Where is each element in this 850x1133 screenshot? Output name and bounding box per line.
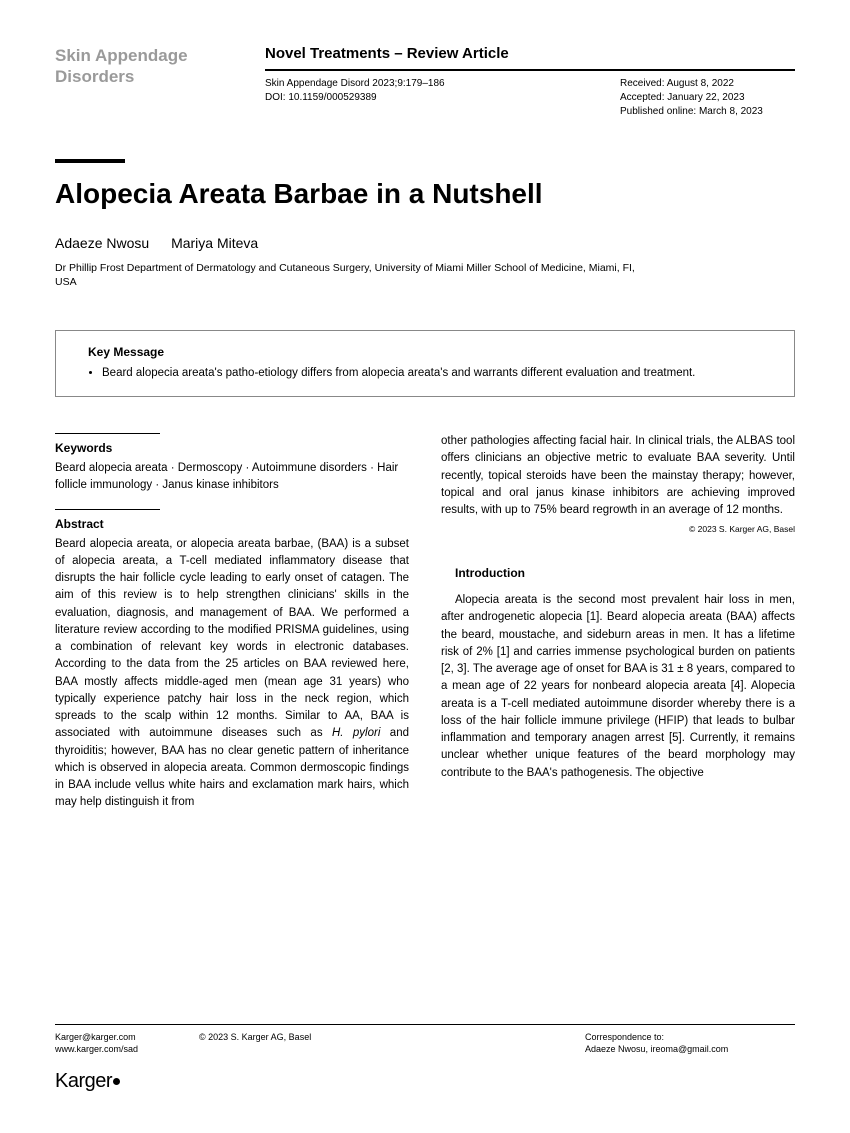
author-1: Adaeze Nwosu <box>55 235 149 251</box>
dates-block: Received: August 8, 2022 Accepted: Janua… <box>620 77 795 119</box>
title-accent-rule <box>55 159 125 163</box>
key-message-box: Key Message Beard alopecia areata's path… <box>55 330 795 397</box>
authors: Adaeze Nwosu Mariya Miteva <box>55 235 795 251</box>
footer-right: Correspondence to: Adaeze Nwosu, ireoma@… <box>585 1031 795 1056</box>
meta-row: Skin Appendage Disord 2023;9:179–186 DOI… <box>265 77 795 119</box>
footer-url: www.karger.com/sad <box>55 1043 175 1056</box>
header: Skin Appendage Disorders Novel Treatment… <box>55 45 795 119</box>
journal-name: Skin Appendage Disorders <box>55 45 230 88</box>
copyright-inline: © 2023 S. Karger AG, Basel <box>441 523 795 536</box>
article-title: Alopecia Areata Barbae in a Nutshell <box>55 177 795 211</box>
italic-term: H. pylori <box>332 727 380 739</box>
introduction-text: Alopecia areata is the second most preva… <box>441 592 795 782</box>
date-published: Published online: March 8, 2023 <box>620 105 795 119</box>
header-right: Novel Treatments – Review Article Skin A… <box>265 45 795 119</box>
key-message-list: Beard alopecia areata's patho-etiology d… <box>88 365 772 382</box>
date-received: Received: August 8, 2022 <box>620 77 795 91</box>
keywords-rule <box>55 433 160 434</box>
abstract-heading: Abstract <box>55 515 409 533</box>
column-right: other pathologies affecting facial hair.… <box>441 433 795 1006</box>
footer-left: Karger@karger.com www.karger.com/sad <box>55 1031 175 1056</box>
citation: Skin Appendage Disord 2023;9:179–186 <box>265 77 620 91</box>
key-message-item: Beard alopecia areata's patho-etiology d… <box>102 365 772 382</box>
footer-rule <box>55 1024 795 1025</box>
footer-copyright: © 2023 S. Karger AG, Basel <box>199 1031 561 1044</box>
citation-block: Skin Appendage Disord 2023;9:179–186 DOI… <box>265 77 620 119</box>
keywords-text: Beard alopecia areata · Dermoscopy · Aut… <box>55 460 409 495</box>
date-accepted: Accepted: January 22, 2023 <box>620 91 795 105</box>
article-type: Novel Treatments – Review Article <box>265 45 795 62</box>
introduction-heading: Introduction <box>455 564 795 582</box>
abstract-rule <box>55 509 160 510</box>
doi: DOI: 10.1159/000529389 <box>265 91 620 105</box>
correspondence-label: Correspondence to: <box>585 1031 795 1044</box>
correspondence-name: Adaeze Nwosu, ireoma@gmail.com <box>585 1043 795 1056</box>
publisher-logo: Karger <box>55 1070 795 1093</box>
header-rule <box>265 69 795 71</box>
footer-email: Karger@karger.com <box>55 1031 175 1044</box>
body-columns: Keywords Beard alopecia areata · Dermosc… <box>55 433 795 1006</box>
keywords-heading: Keywords <box>55 439 409 457</box>
abstract-text-col1: Beard alopecia areata, or alopecia areat… <box>55 536 409 812</box>
logo-dot-icon <box>113 1078 120 1085</box>
logo-text: Karger <box>55 1070 112 1092</box>
key-message-title: Key Message <box>88 345 772 359</box>
title-rule-wrap <box>55 159 795 163</box>
author-2: Mariya Miteva <box>171 235 258 251</box>
footer: Karger@karger.com www.karger.com/sad © 2… <box>55 1031 795 1056</box>
abstract-text-col2: other pathologies affecting facial hair.… <box>441 433 795 519</box>
affiliation: Dr Phillip Frost Department of Dermatolo… <box>55 261 655 290</box>
column-left: Keywords Beard alopecia areata · Dermosc… <box>55 433 409 1006</box>
journal-name-block: Skin Appendage Disorders <box>55 45 230 119</box>
footer-mid: © 2023 S. Karger AG, Basel <box>199 1031 561 1056</box>
